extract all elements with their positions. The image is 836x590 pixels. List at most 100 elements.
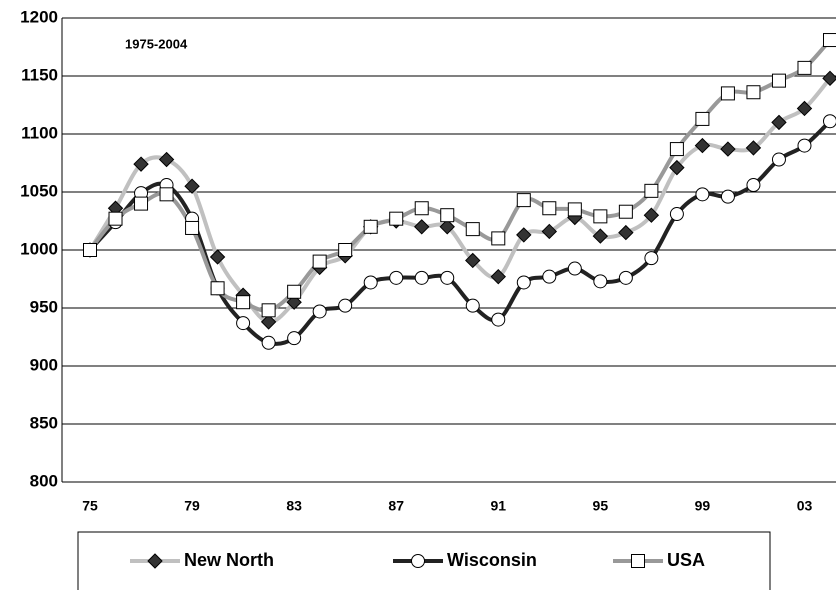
y-tick-label: 900: [30, 355, 58, 374]
data-point: [822, 70, 836, 87]
legend-marker: [411, 554, 425, 568]
data-point: [261, 303, 276, 318]
data-point: [745, 140, 762, 156]
data-point: [261, 335, 276, 350]
series-line: [88, 119, 832, 346]
x-tick-label: 87: [388, 498, 404, 514]
data-point: [796, 100, 813, 117]
data-point: [287, 331, 302, 346]
data-point: [185, 220, 200, 235]
data-point: [618, 224, 634, 241]
data-point: [159, 187, 174, 202]
data-point: [414, 270, 429, 285]
y-tick-label: 950: [30, 297, 58, 316]
data-point: [209, 249, 226, 265]
data-point: [567, 202, 582, 217]
data-point: [287, 284, 302, 299]
data-point: [389, 211, 404, 226]
data-point: [593, 209, 608, 224]
data-point: [618, 204, 633, 219]
data-point: [720, 141, 736, 157]
data-point: [797, 60, 812, 75]
data-point: [618, 270, 633, 285]
y-tick-label: 850: [30, 413, 58, 432]
data-point: [694, 137, 711, 154]
data-point: [516, 227, 532, 243]
y-tick-label: 1000: [20, 239, 58, 258]
data-point: [771, 114, 787, 131]
data-point: [771, 73, 786, 88]
data-point: [439, 219, 455, 235]
data-point: [465, 298, 480, 313]
data-point: [465, 222, 480, 237]
data-point: [542, 201, 557, 216]
data-point: [338, 243, 353, 257]
y-tick-label: 1100: [21, 123, 58, 142]
data-point: [465, 252, 481, 269]
data-point: [134, 196, 149, 211]
data-point: [260, 314, 277, 330]
x-tick-label: 99: [695, 498, 711, 514]
series-line: [88, 38, 832, 313]
data-point: [440, 208, 455, 223]
data-point: [746, 178, 761, 193]
data-point: [414, 201, 429, 216]
x-tick-label: 79: [184, 498, 200, 514]
data-point: [490, 268, 506, 285]
data-point: [643, 207, 660, 223]
data-point: [823, 33, 836, 48]
series-line: [88, 77, 832, 324]
x-tick-label: 75: [82, 498, 98, 514]
data-point: [210, 281, 225, 296]
data-point: [491, 231, 506, 246]
data-point: [236, 295, 251, 310]
data-point: [440, 270, 455, 285]
data-point: [158, 151, 175, 168]
legend-label: USA: [667, 550, 705, 570]
data-point: [491, 312, 506, 327]
data-point: [236, 316, 251, 331]
data-point: [184, 178, 200, 194]
data-point: [312, 254, 327, 269]
data-point: [669, 159, 685, 176]
annotation: 1975-2004: [125, 36, 188, 51]
data-point: [592, 228, 609, 244]
data-point: [593, 274, 608, 289]
data-point: [720, 189, 735, 204]
data-point: [771, 152, 786, 167]
data-point: [669, 142, 684, 157]
data-point: [516, 193, 531, 208]
legend-marker: [147, 553, 163, 569]
legend-label: New North: [184, 550, 274, 570]
x-tick-label: 83: [286, 498, 302, 514]
y-tick-label: 800: [30, 471, 58, 490]
data-point: [542, 269, 557, 284]
data-point: [644, 251, 659, 266]
data-point: [414, 219, 430, 235]
data-point: [746, 85, 761, 100]
x-tick-label: 03: [797, 498, 813, 514]
data-point: [541, 223, 558, 240]
data-point: [389, 270, 404, 285]
data-point: [338, 298, 353, 313]
data-point: [363, 275, 378, 290]
data-point: [83, 243, 97, 257]
data-point: [695, 111, 710, 126]
y-tick-label: 1050: [20, 181, 58, 200]
data-point: [516, 275, 531, 290]
data-point: [567, 261, 582, 276]
data-point: [644, 183, 659, 198]
data-point: [133, 156, 149, 172]
data-point: [363, 219, 378, 234]
data-point: [669, 207, 684, 222]
legend-label: Wisconsin: [447, 550, 537, 570]
x-tick-label: 95: [593, 498, 609, 514]
data-point: [797, 138, 812, 153]
legend-marker: [631, 554, 645, 568]
y-tick-label: 1200: [20, 7, 58, 26]
data-point: [108, 211, 123, 226]
data-point: [312, 304, 327, 319]
y-tick-label: 1150: [21, 65, 58, 84]
data-point: [695, 187, 710, 202]
